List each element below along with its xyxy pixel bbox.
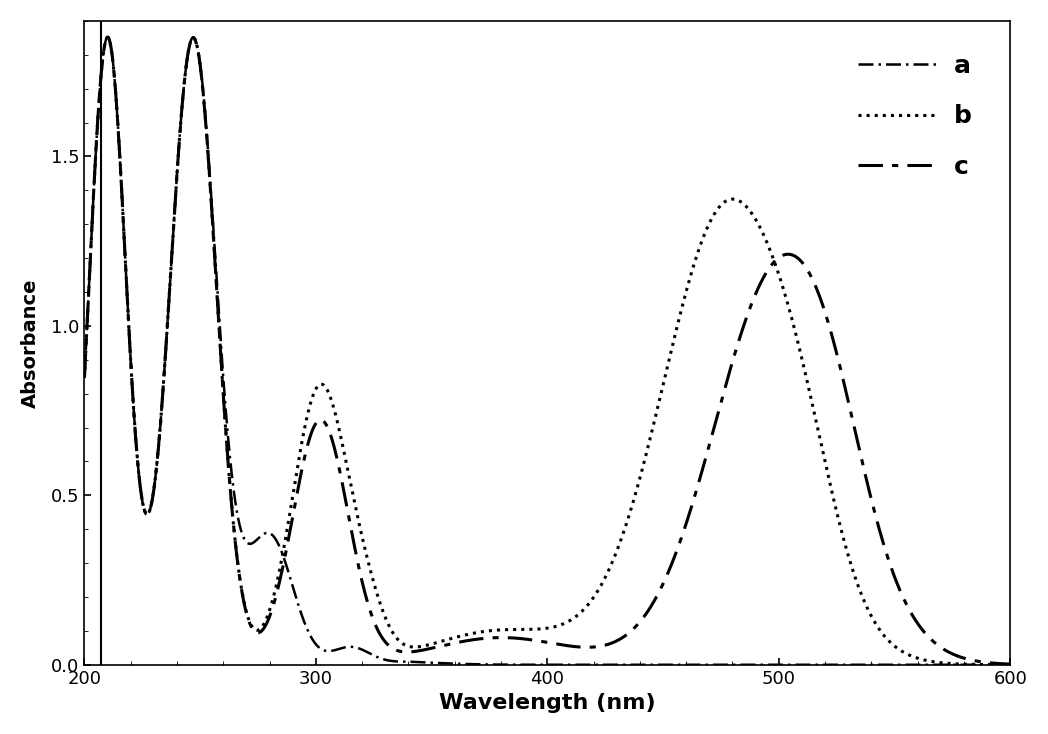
b — [978, 660, 990, 669]
a — [1004, 661, 1017, 669]
c — [977, 658, 989, 666]
c — [808, 278, 821, 287]
c — [102, 33, 114, 42]
a — [504, 661, 517, 669]
b — [529, 625, 542, 633]
Line: c: c — [85, 37, 1010, 664]
a — [126, 381, 138, 390]
b — [808, 407, 821, 415]
b — [504, 625, 517, 634]
c — [79, 374, 91, 382]
b — [1004, 661, 1017, 669]
a — [102, 33, 114, 42]
b — [102, 33, 114, 42]
a — [808, 661, 821, 669]
b — [126, 381, 138, 390]
c — [1004, 660, 1017, 669]
Legend: a, b, c: a, b, c — [849, 45, 981, 188]
Y-axis label: Absorbance: Absorbance — [21, 278, 40, 407]
Line: a: a — [85, 37, 1010, 665]
b — [977, 660, 989, 669]
c — [126, 381, 138, 390]
a — [79, 374, 91, 382]
b — [79, 374, 91, 382]
X-axis label: Wavelength (nm): Wavelength (nm) — [439, 693, 656, 713]
Line: b: b — [85, 37, 1010, 665]
c — [504, 633, 517, 642]
c — [978, 658, 990, 666]
c — [529, 636, 542, 644]
a — [977, 661, 989, 669]
a — [529, 661, 542, 669]
a — [978, 661, 990, 669]
